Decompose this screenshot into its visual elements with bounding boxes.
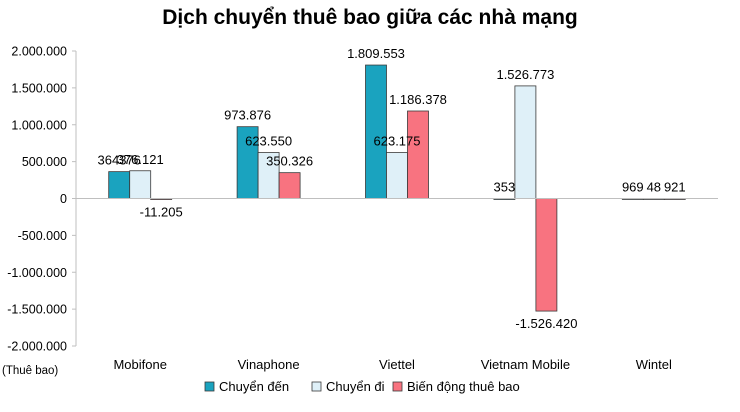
bar [129,170,152,199]
y-tick-label: 1.000.000 [11,118,67,132]
data-label: 1.186.378 [389,92,447,107]
y-tick-label: -2.000.000 [7,340,67,354]
data-label: 1.526.773 [496,67,554,82]
bar [386,152,408,199]
y-tick-label: 2.000.000 [11,45,67,59]
bar [108,171,131,199]
data-label: 1.809.553 [347,46,405,61]
legend-swatch [392,381,403,392]
category-label: Mobifone [113,357,166,372]
legend-label: Biến động thuê bao [407,379,520,394]
data-label: 353 [494,179,516,194]
unit-label: (Thuê bao) [2,365,58,377]
y-tick-label: -1.500.000 [7,303,67,317]
category-label: Vietnam Mobile [481,357,570,372]
data-label: 364376 [98,153,141,168]
data-label: 350.326 [266,154,313,169]
legend-swatch [204,381,215,392]
bar [514,85,537,199]
data-label: 973.876 [224,108,271,123]
data-label: 623.175 [374,134,421,149]
data-label: 623.550 [245,134,292,149]
data-label: 921 [664,179,686,194]
legend-label: Chuyển đến [219,379,289,394]
bar [535,198,558,312]
data-label: 48 [647,179,661,194]
y-tick-label: 1.500.000 [11,81,67,95]
y-tick-label: 0 [60,192,67,206]
bar [365,64,387,199]
data-label: 969 [622,179,644,194]
data-label: -1.526.420 [515,316,577,331]
chart-title: Dịch chuyển thuê bao giữa các nhà mạng [162,6,578,29]
legend-label: Chuyển đi [326,379,385,394]
data-label: 376.121 [117,152,164,167]
bar [278,172,301,199]
data-label: -11.205 [140,204,183,219]
y-tick-label: -1.000.000 [7,266,67,280]
bar [407,110,429,199]
category-label: Viettel [379,357,415,372]
y-tick-label: -500.000 [18,229,67,243]
category-label: Vinaphone [238,357,300,372]
y-tick-label: 500.000 [22,155,67,169]
category-label: Wintel [636,357,672,372]
legend-swatch [311,381,322,392]
